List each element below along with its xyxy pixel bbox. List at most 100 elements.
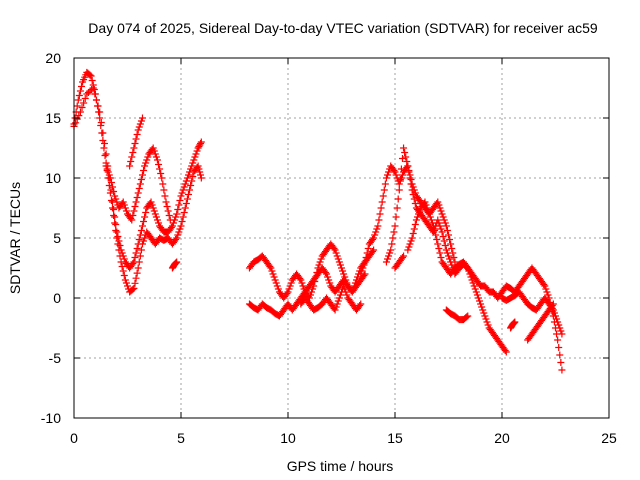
data-point-interp	[132, 274, 140, 282]
data-point-interp	[160, 186, 168, 194]
data-point-interp	[446, 236, 454, 243]
data-point	[141, 162, 149, 170]
data-point-interp	[390, 228, 398, 236]
data-point-interp	[182, 177, 190, 185]
data-point-interp	[137, 176, 145, 183]
data-point-interp	[385, 168, 393, 176]
data-point-interp	[556, 351, 564, 359]
data-point-interp	[334, 255, 342, 263]
data-point	[126, 162, 134, 170]
data-point-interp	[555, 321, 563, 329]
data-point-interp	[137, 117, 145, 125]
data-point-interp	[120, 201, 128, 209]
data-point-interp	[270, 273, 278, 281]
data-point-interp	[336, 291, 344, 299]
data-point	[421, 198, 429, 206]
data-point-interp	[84, 89, 92, 96]
data-point	[434, 198, 442, 206]
data-point-interp	[266, 263, 274, 270]
data-point-interp	[124, 282, 131, 290]
data-point	[554, 336, 562, 344]
series-14	[498, 288, 566, 338]
data-point-interp	[358, 267, 366, 275]
data-point-interp	[150, 207, 158, 215]
data-point-interp	[413, 213, 421, 221]
data-point	[314, 264, 322, 272]
data-point-interp	[333, 300, 341, 308]
data-point-interp	[152, 153, 160, 161]
data-point	[130, 144, 138, 152]
data-point-interp	[446, 255, 454, 263]
data-point	[134, 264, 142, 272]
data-point-interp	[306, 291, 314, 299]
data-point-interp	[107, 197, 115, 204]
data-point-interp	[483, 318, 491, 326]
data-point	[374, 222, 382, 230]
y-tick-label: -10	[41, 410, 61, 426]
data-point-interp	[330, 245, 338, 252]
data-point	[111, 192, 119, 200]
data-point-interp	[371, 231, 379, 239]
data-point-interp	[138, 171, 146, 179]
data-point	[134, 126, 142, 134]
data-point	[106, 174, 114, 182]
data-point-interp	[105, 171, 113, 179]
data-point	[395, 186, 403, 194]
data-point-interp	[103, 165, 111, 173]
data-point-interp	[389, 234, 397, 242]
data-point-interp	[152, 213, 160, 221]
data-point	[352, 276, 360, 284]
data-point-interp	[437, 254, 445, 261]
data-point-interp	[131, 203, 139, 210]
data-point-interp	[149, 204, 157, 212]
data-point-interp	[119, 267, 127, 275]
data-point-interp	[172, 236, 180, 243]
data-point-interp	[195, 165, 203, 173]
data-point-interp	[192, 150, 200, 158]
data-point-interp	[167, 224, 175, 231]
data-point-interp	[356, 302, 364, 309]
series-16	[524, 300, 557, 344]
data-point	[502, 348, 510, 356]
data-point-interp	[92, 96, 100, 104]
data-point-interp	[116, 242, 124, 249]
data-point-interp	[416, 207, 424, 215]
data-point-interp	[73, 115, 81, 123]
data-point-interp	[118, 249, 126, 257]
data-point-interp	[298, 279, 306, 287]
chart-title: Day 074 of 2025, Sidereal Day-to-day VTE…	[88, 20, 598, 36]
data-point-interp	[470, 282, 478, 290]
data-point	[408, 186, 416, 194]
data-point-interp	[317, 255, 325, 263]
data-point-interp	[163, 203, 171, 210]
data-point-interp	[180, 209, 188, 216]
data-point-interp	[135, 185, 143, 192]
data-point-interp	[86, 71, 94, 79]
data-point	[387, 246, 395, 254]
data-point-interp	[101, 152, 109, 159]
data-point	[404, 162, 412, 170]
data-point-interp	[376, 210, 384, 218]
data-point-interp	[405, 243, 413, 251]
data-point	[438, 210, 446, 218]
data-point-interp	[379, 192, 387, 200]
data-point	[378, 198, 386, 206]
data-point-interp	[540, 281, 548, 288]
data-point	[391, 168, 399, 176]
data-point-interp	[113, 198, 121, 206]
data-point-interp	[326, 279, 334, 287]
series-1	[70, 68, 205, 296]
data-point-interp	[342, 276, 350, 284]
data-point	[153, 156, 161, 164]
data-point	[181, 204, 189, 212]
data-point-interp	[300, 285, 308, 293]
data-point-interp	[343, 279, 351, 287]
data-point-interp	[437, 225, 445, 233]
data-point-interp	[410, 225, 418, 233]
data-point-interp	[175, 228, 183, 236]
data-point	[481, 312, 489, 320]
data-point	[404, 246, 412, 254]
data-point-interp	[175, 201, 183, 209]
data-point-interp	[552, 312, 559, 320]
